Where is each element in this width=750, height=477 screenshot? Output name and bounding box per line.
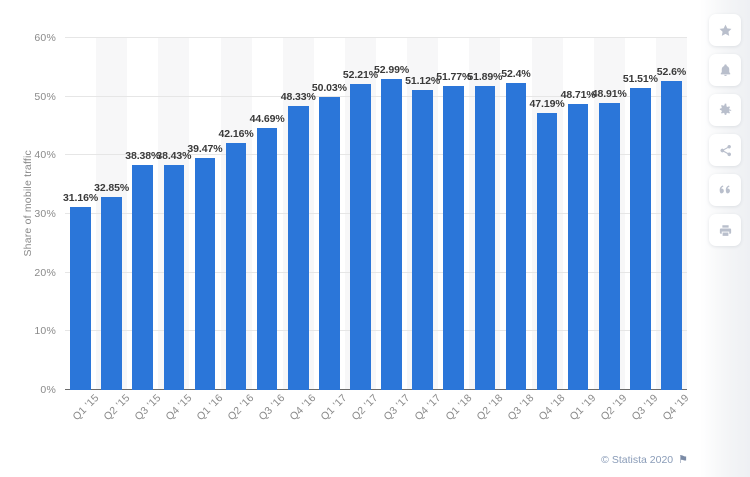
gridline [65,213,687,214]
bar-value-label: 52.4% [501,67,531,80]
y-tick-label: 0% [40,384,56,396]
bar-value-label: 51.89% [467,70,503,83]
bar-value-label: 38.43% [156,149,192,162]
x-tick-label: Q3 '18 [505,392,537,423]
bar[interactable] [661,81,682,390]
gridline [65,154,687,156]
y-tick-label: 30% [34,208,56,220]
bar[interactable] [101,197,122,390]
plot-area: 31.16% 32.85% 38.38% 38.43% 39.47% 42.16% 44.6… [63,37,687,390]
x-tick-label: Q1 '17 [318,392,350,423]
chart-footer: © Statista 2020 ⚑ [601,454,688,466]
bar[interactable] [443,86,464,390]
copyright-text: © Statista 2020 [601,454,674,466]
x-tick-label: Q2 '16 [225,392,257,423]
gridline [65,95,687,97]
x-tick-label: Q4 '16 [287,392,319,423]
bar-value-label: 52.6% [656,66,687,79]
x-tick-label: Q4 '19 [660,392,692,423]
x-tick-label: Q3 '19 [629,392,661,423]
bar[interactable] [350,83,371,390]
x-tick-label: Q2 '15 [101,392,133,423]
bar-value-label: 51.12% [405,75,441,88]
sidebar-button-bell[interactable] [709,54,741,86]
y-tick-label: 60% [34,32,56,44]
bar-value-label: 31.16% [63,192,99,205]
sidebar-button-share[interactable] [709,134,741,166]
bar[interactable] [256,127,278,390]
bar[interactable] [319,96,340,390]
bar-value-label: 44.69% [249,112,285,125]
bar-value-label: 52.21% [342,68,378,81]
bar[interactable] [225,142,247,390]
x-tick-label: Q4 '15 [163,392,195,423]
bar-value-label: 32.85% [94,182,130,195]
bar[interactable] [194,158,216,390]
x-axis-ticks: Q1 '15 Q2 '15 Q3 '15 Q4 '15 Q1 '16 Q2 '16 Q3 '… [65,392,692,462]
bar-value-label: 50.03% [311,81,347,94]
gridline [65,271,687,273]
bar-value-label: 47.19% [529,98,565,111]
y-tick-label: 10% [34,325,56,338]
x-tick-label: Q2 '17 [349,392,381,423]
sidebar-button-star[interactable] [709,14,741,46]
x-tick-label: Q3 '15 [132,392,164,423]
bar-value-label: 42.16% [218,127,254,140]
print-icon [718,223,733,238]
bar[interactable] [567,104,589,390]
bar[interactable] [474,85,496,390]
action-sidebar [700,0,750,477]
y-tick-label: 20% [34,266,56,279]
bar[interactable] [381,79,402,390]
bar[interactable] [598,103,620,390]
bar[interactable] [163,164,185,390]
bar-value-label: 48.91% [591,88,627,101]
bar-value-label: 51.77% [436,71,472,84]
bar[interactable] [132,164,153,390]
x-tick-label: Q2 '19 [598,392,630,423]
bar[interactable] [630,87,651,390]
y-axis-ticks: 0% 10% 20% 30% 40% 50% 60% [0,32,62,396]
x-tick-label: Q1 '19 [567,392,599,423]
gridline [65,37,687,38]
y-tick-label: 40% [34,149,56,162]
x-tick-label: Q1 '16 [194,392,226,423]
bar-value-label: 48.33% [280,91,316,104]
quote-icon [718,183,733,198]
bar-value-label: 38.38% [125,149,161,162]
bar-chart: Share of mobile traffic 0% 10% 20% 30% 40% 50… [0,32,692,462]
bar[interactable] [70,207,91,390]
bar[interactable] [505,82,527,390]
bar-value-label: 51.51% [622,72,658,85]
x-tick-label: Q3 '16 [256,392,288,423]
flag-icon: ⚑ [678,453,688,466]
share-icon [718,143,733,158]
x-tick-label: Q2 '18 [474,392,506,423]
bar[interactable] [536,113,558,390]
axis-baseline [65,388,687,390]
sidebar-button-quote[interactable] [709,174,741,206]
x-tick-label: Q1 '18 [443,392,475,423]
x-tick-label: Q4 '18 [536,392,568,423]
y-tick-label: 50% [34,90,56,103]
gear-icon [718,103,733,118]
bar-value-label: 48.71% [560,89,596,102]
bar-value-label: 52.99% [374,64,410,77]
x-tick-label: Q4 '17 [412,392,444,423]
x-tick-label: Q1 '15 [70,392,102,423]
sidebar-button-print[interactable] [709,214,741,246]
bar-value-label: 39.47% [187,143,223,156]
sidebar-button-gear[interactable] [709,94,741,126]
star-icon [718,23,733,38]
bar[interactable] [412,90,433,390]
gridline [65,330,687,332]
bell-icon [718,63,733,78]
x-tick-label: Q3 '17 [381,392,413,423]
bar[interactable] [287,106,309,390]
